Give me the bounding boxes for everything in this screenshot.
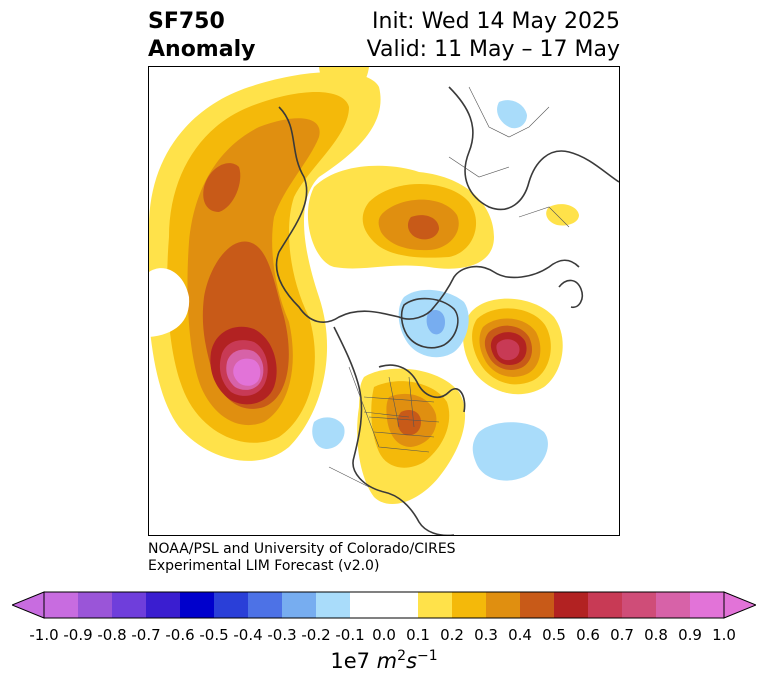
- init-date: Init: Wed 14 May 2025: [372, 9, 620, 34]
- contour-arctic-neg-0.2: [426, 310, 445, 335]
- coastline-japan: [558, 279, 584, 309]
- colorbar-swatch: [112, 592, 147, 618]
- colorbar-tick-label: 0.0: [372, 626, 396, 644]
- contour-east-asia-0.1: [546, 204, 579, 226]
- title-variable: SF750: [148, 9, 225, 34]
- positive-anomaly-siberia: [307, 165, 494, 269]
- colorbar-swatch: [656, 592, 691, 618]
- colorbar-swatch: [418, 592, 453, 618]
- colorbar-tick-label: 0.3: [474, 626, 498, 644]
- contour-pacific-0.4-b: [203, 163, 241, 212]
- white-hole-pacific: [149, 268, 190, 337]
- colorbar: [12, 591, 756, 619]
- colorbar-tick-label: -0.4: [233, 626, 263, 644]
- valid-range: Valid: 11 May – 17 May: [366, 37, 620, 62]
- colorbar-tick-label: -0.3: [267, 626, 297, 644]
- colorbar-tick-label: -1.0: [29, 626, 59, 644]
- colorbar-tick-label: 1.0: [712, 626, 736, 644]
- colorbar-tick-label: -0.7: [131, 626, 161, 644]
- credit-text: NOAA/PSL and University of Colorado/CIRE…: [148, 541, 456, 575]
- positive-anomaly-atlantic: [463, 298, 563, 395]
- colorbar-swatch: [44, 592, 79, 618]
- colorbar-units: 1e7 m2s−1: [0, 648, 768, 673]
- contour-atlantic-0.6: [496, 339, 520, 361]
- colorbar-swatch: [282, 592, 317, 618]
- colorbar-swatch: [384, 592, 419, 618]
- units-s-exp: −1: [417, 648, 438, 664]
- colorbar-right-extend-arrow: [723, 591, 756, 619]
- colorbar-swatch: [690, 592, 725, 618]
- title-anomaly: Anomaly: [148, 37, 256, 62]
- credit-line2: Experimental LIM Forecast (v2.0): [148, 558, 380, 574]
- contour-kamchatka-0.1: [319, 67, 369, 96]
- coastline-europe: [448, 86, 619, 211]
- colorbar-tick-label: -0.5: [199, 626, 229, 644]
- colorbar-tick-label: -0.2: [301, 626, 331, 644]
- contour-pacific-0.9: [233, 358, 261, 386]
- coastline-asia: [275, 106, 580, 323]
- colorbar-tick-label: 0.4: [508, 626, 532, 644]
- credit-line1: NOAA/PSL and University of Colorado/CIRE…: [148, 541, 456, 557]
- units-m: m: [376, 649, 398, 673]
- colorbar-swatch: [146, 592, 181, 618]
- units-s: s: [406, 649, 418, 673]
- contour-mongolia-neg-0.1: [497, 100, 527, 129]
- colorbar-swatch: [588, 592, 623, 618]
- contour-na-0.4: [397, 410, 421, 436]
- colorbar-tick-label: 0.7: [610, 626, 634, 644]
- title-right: Init: Wed 14 May 2025 Valid: 11 May – 17…: [367, 8, 620, 64]
- colorbar-swatch: [180, 592, 215, 618]
- colorbar-swatch: [78, 592, 113, 618]
- colorbar-tick-label: -0.9: [63, 626, 93, 644]
- colorbar-tick-labels: -1.0 -0.9 -0.8 -0.7 -0.6 -0.5 -0.4 -0.3 -0.2 -0.1…: [0, 626, 768, 644]
- colorbar-swatch: [316, 592, 351, 618]
- positive-anomaly-north-pacific: [149, 72, 381, 461]
- positive-anomaly-east-asia: [319, 67, 579, 226]
- colorbar-tick-label: 0.6: [576, 626, 600, 644]
- colorbar-tick-label: 0.5: [542, 626, 566, 644]
- colorbar-tick-label: 0.9: [678, 626, 702, 644]
- colorbar-swatch: [350, 592, 385, 618]
- units-m-exp: 2: [397, 648, 407, 664]
- contour-subtropical-neg-0.1: [472, 422, 548, 481]
- colorbar-swatch: [248, 592, 283, 618]
- colorbar-tick-label: -0.1: [335, 626, 365, 644]
- colorbar-swatches: [44, 592, 725, 618]
- colorbar-swatch: [214, 592, 249, 618]
- contour-mexico-neg-0.1: [312, 417, 345, 449]
- colorbar-swatch: [520, 592, 555, 618]
- colorbar-swatch: [452, 592, 487, 618]
- coastline-north-america: [333, 326, 466, 535]
- colorbar-left-extend-arrow: [12, 591, 45, 619]
- colorbar-tick-label: 0.2: [440, 626, 464, 644]
- anomaly-map-svg: [149, 67, 619, 535]
- colorbar-swatch: [622, 592, 657, 618]
- colorbar-swatch: [486, 592, 521, 618]
- colorbar-tick-label: -0.6: [165, 626, 195, 644]
- national-borders: [328, 86, 570, 488]
- title-left: SF750 Anomaly: [148, 8, 255, 64]
- positive-anomaly-north-america: [357, 368, 466, 505]
- colorbar-swatch: [554, 592, 589, 618]
- colorbar-tick-label: -0.8: [97, 626, 127, 644]
- colorbar-tick-label: 0.1: [406, 626, 430, 644]
- coastlines-and-borders: [275, 86, 619, 535]
- contour-siberia-0.4: [407, 215, 439, 240]
- anomaly-map: [148, 66, 620, 536]
- coastline-greenland: [400, 297, 459, 349]
- units-base: 1e7: [330, 649, 370, 673]
- colorbar-tick-label: 0.8: [644, 626, 668, 644]
- colorbar-outline: [43, 591, 725, 619]
